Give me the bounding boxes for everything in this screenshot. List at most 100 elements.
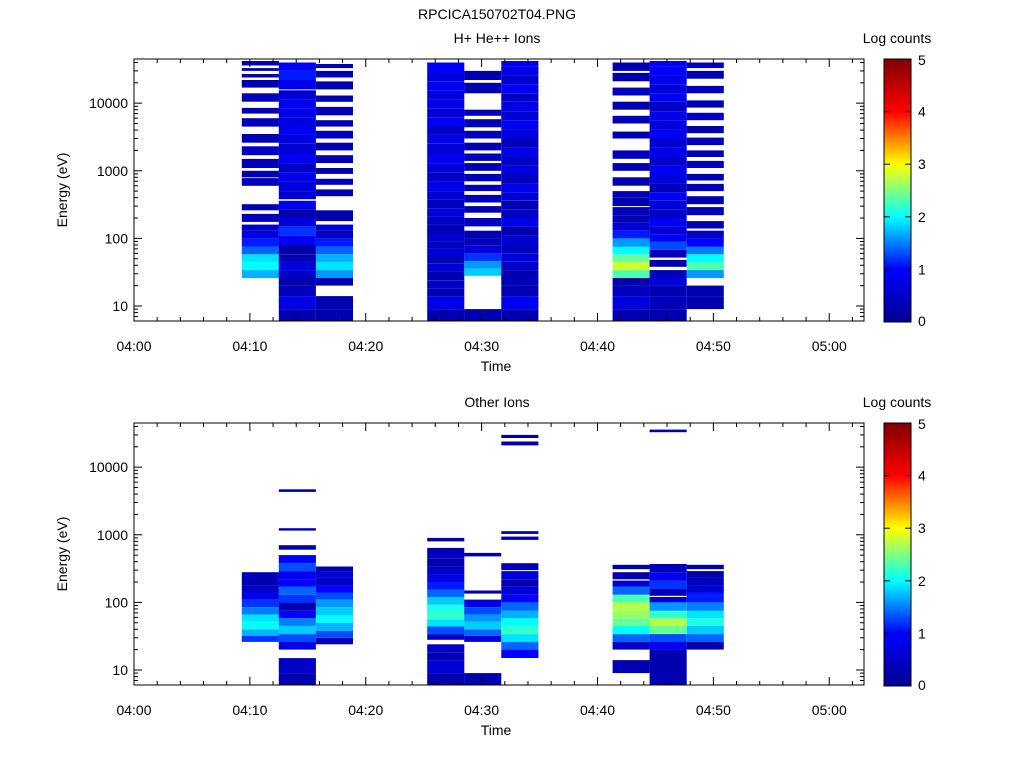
top-plot-frame — [133, 58, 865, 322]
bottom-heatmap-cell — [241, 614, 279, 622]
top-heatmap-cell — [278, 108, 316, 118]
bottom-heatmap-cell — [464, 599, 502, 608]
bottom-heatmap-cell — [278, 528, 316, 531]
top-heatmap-cell — [427, 143, 465, 154]
top-heatmap-cell — [649, 75, 687, 85]
bottom-heatmap-cell — [427, 589, 465, 597]
figure-title: RPCICA150702T04.PNG — [418, 6, 576, 22]
bottom-heatmap-cell — [464, 590, 502, 594]
top-colorbar-tick-label: 3 — [918, 156, 926, 172]
top-heatmap-cell — [686, 85, 724, 94]
bottom-y-tick-label: 10 — [112, 662, 128, 678]
top-x-tick-label: 04:40 — [580, 338, 615, 354]
top-heatmap-cell — [501, 261, 539, 270]
top-heatmap-cell — [427, 224, 465, 233]
top-heatmap-cell — [315, 64, 353, 69]
top-heatmap-cell — [278, 117, 316, 126]
top-heatmap-cell — [427, 241, 465, 249]
top-heatmap-cell — [427, 181, 465, 192]
bottom-heatmap-cell — [464, 635, 502, 642]
top-heatmap-cell — [427, 296, 465, 310]
top-heatmap-cell — [427, 288, 465, 297]
top-colorbar-tick-label: 4 — [918, 104, 926, 120]
bottom-heatmap-cell — [612, 602, 650, 611]
top-heatmap-cell — [612, 115, 650, 124]
top-heatmap-cell — [649, 111, 687, 121]
bottom-heatmap-cell — [427, 673, 465, 685]
top-heatmap-cell — [686, 126, 724, 134]
top-heatmap-cell — [427, 248, 465, 256]
top-heatmap-cell — [612, 238, 650, 247]
top-heatmap-cell — [501, 66, 539, 76]
top-heatmap-cell — [501, 138, 539, 148]
bottom-heatmap-cell — [612, 660, 650, 674]
bottom-heatmap-cell — [649, 610, 687, 619]
top-heatmap-cell — [427, 81, 465, 91]
bottom-heatmap-cell — [649, 597, 687, 603]
top-heatmap-cell — [612, 270, 650, 278]
top-heatmap-cell — [649, 120, 687, 130]
bottom-heatmap-cell — [427, 634, 465, 640]
top-heatmap-cell — [464, 253, 502, 262]
bottom-heatmap-cell — [278, 602, 316, 611]
bottom-heatmap-cell — [315, 566, 353, 572]
bottom-panel-title: Other Ions — [464, 394, 529, 410]
bottom-heatmap-cell — [649, 625, 687, 634]
bottom-heatmap-cell — [501, 602, 539, 611]
bottom-heatmap-cell — [241, 635, 279, 642]
top-heatmap-cell — [501, 192, 539, 201]
top-heatmap-cell — [315, 81, 353, 90]
top-heatmap-cell — [501, 209, 539, 218]
top-heatmap-cell — [501, 111, 539, 121]
bottom-colorbar-tick-label: 4 — [918, 468, 926, 484]
bottom-y-tick-label: 1000 — [97, 527, 128, 543]
top-x-tick-label: 04:10 — [232, 338, 267, 354]
bottom-heatmap-cell — [686, 577, 724, 586]
bottom-heatmap-cell — [278, 579, 316, 587]
bottom-heatmap-cell — [315, 577, 353, 586]
bottom-heatmap-cell — [427, 574, 465, 582]
bottom-heatmap-cell — [649, 602, 687, 611]
top-heatmap-cell — [612, 131, 650, 139]
top-heatmap-cell — [686, 207, 724, 216]
top-heatmap-cell — [315, 261, 353, 270]
top-heatmap-cell — [649, 183, 687, 193]
top-heatmap-cell — [278, 285, 316, 297]
top-heatmap-cell — [612, 177, 650, 186]
bottom-heatmap-cell — [649, 649, 687, 685]
top-heatmap-cell — [315, 254, 353, 262]
bottom-heatmap-cell — [686, 564, 724, 570]
bottom-heatmap-cell — [241, 585, 279, 593]
bottom-heatmap-cell — [278, 658, 316, 674]
bottom-heatmap-cell — [278, 545, 316, 550]
bottom-heatmap-cell — [612, 625, 650, 634]
top-heatmap-cell — [686, 150, 724, 157]
bottom-heatmap-cell — [278, 618, 316, 626]
top-heatmap-cell — [464, 70, 502, 80]
top-colorbar-tick-label: 0 — [918, 313, 926, 329]
bottom-colorbar-label: Log counts — [863, 394, 932, 410]
bottom-heatmap-cell — [241, 599, 279, 608]
top-heatmap-cell — [501, 200, 539, 210]
bottom-heatmap-cell — [315, 571, 353, 578]
bottom-heatmap-cell — [315, 592, 353, 600]
top-heatmap-cell — [686, 183, 724, 192]
top-y-tick-label: 10000 — [89, 95, 128, 111]
top-heatmap-cell — [612, 207, 650, 216]
bottom-heatmap-cell — [315, 637, 353, 645]
top-heatmap-cell — [427, 90, 465, 100]
top-heatmap-cell — [649, 147, 687, 157]
bottom-x-tick-label: 04:20 — [348, 702, 383, 718]
top-heatmap-cell — [649, 93, 687, 102]
bottom-heatmap-cell — [649, 572, 687, 581]
top-heatmap-cell — [649, 66, 687, 76]
top-heatmap-cell — [241, 261, 279, 270]
top-heatmap-cell — [686, 270, 724, 278]
top-heatmap-cell — [315, 106, 353, 116]
bottom-heatmap-cell — [464, 607, 502, 615]
top-heatmap-cell — [501, 270, 539, 278]
top-heatmap-cell — [427, 255, 465, 264]
bottom-plot-frame — [133, 422, 865, 686]
top-heatmap-cell — [686, 70, 724, 79]
top-heatmap-cell — [686, 173, 724, 181]
